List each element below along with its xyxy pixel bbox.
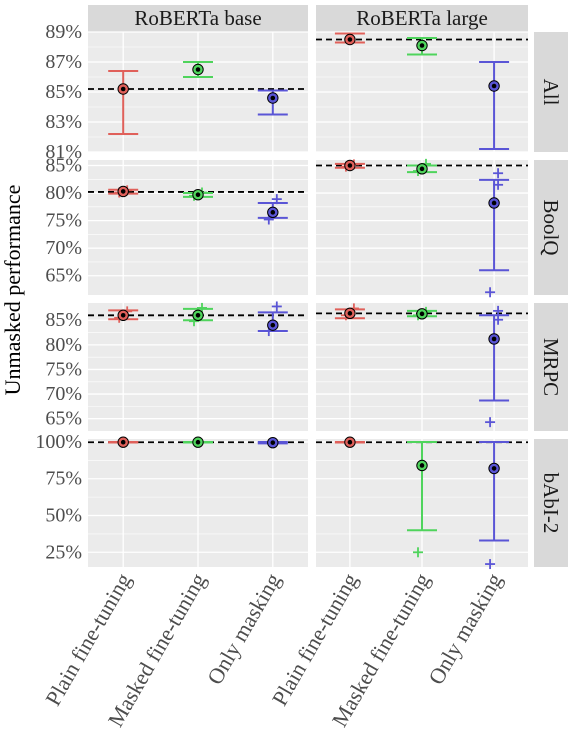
panel-mrpc-roberta-large bbox=[316, 303, 528, 431]
y-tick-label: 65% bbox=[45, 265, 82, 287]
y-tick-label: 87% bbox=[45, 51, 82, 73]
y-tick-label: 83% bbox=[45, 111, 82, 133]
strip-mrpc bbox=[534, 303, 568, 431]
errorbar-only-masking bbox=[479, 440, 510, 570]
y-tick-label: 75% bbox=[45, 468, 82, 490]
errorbar-masked-fine-tuning bbox=[407, 306, 437, 321]
mean-point-inner bbox=[120, 313, 126, 318]
mean-point-inner bbox=[419, 463, 425, 468]
y-tick-label: 85% bbox=[45, 81, 82, 103]
y-tick-label: 25% bbox=[45, 541, 82, 563]
strip-boolq bbox=[534, 160, 568, 295]
mean-point-inner bbox=[347, 163, 353, 168]
y-tick-label: 80% bbox=[45, 334, 82, 356]
errorbar-masked-fine-tuning bbox=[183, 302, 213, 327]
y-tick-label: 85% bbox=[45, 155, 82, 177]
y-tick-label: 75% bbox=[45, 210, 82, 232]
errorbar-plain-fine-tuning bbox=[108, 70, 139, 135]
errorbar-masked-fine-tuning bbox=[407, 158, 437, 177]
panel-all-roberta-base bbox=[88, 31, 308, 153]
y-tick-label: 80% bbox=[45, 182, 82, 204]
strip-label-mrpc: MRPC bbox=[539, 338, 563, 396]
errorbar-only-masking bbox=[257, 301, 288, 337]
panel-all-roberta-large bbox=[316, 31, 528, 153]
mean-point-inner bbox=[195, 67, 201, 72]
strip-label-babi-2: bAbI-2 bbox=[539, 473, 563, 534]
y-axis-title: Unmasked performance bbox=[0, 185, 25, 396]
errorbar-only-masking bbox=[257, 436, 288, 449]
errorbar-only-masking bbox=[479, 61, 510, 150]
errorbar-plain-fine-tuning bbox=[334, 32, 365, 46]
mean-point-inner bbox=[419, 311, 425, 317]
y-tick-label: 89% bbox=[45, 21, 82, 43]
strip-label-boolq: BoolQ bbox=[539, 199, 563, 255]
errorbar-only-masking bbox=[479, 168, 510, 298]
panel-mrpc-roberta-base bbox=[88, 301, 308, 431]
mean-point-inner bbox=[270, 95, 276, 101]
mean-point-inner bbox=[195, 192, 201, 198]
y-tick-label: 75% bbox=[45, 358, 82, 380]
errorbar-masked-fine-tuning bbox=[183, 61, 213, 78]
mean-point-inner bbox=[419, 43, 425, 48]
mean-point-inner bbox=[347, 439, 353, 445]
panel-babi-2-roberta-base bbox=[88, 436, 308, 567]
mean-point-inner bbox=[195, 313, 201, 318]
mean-point-inner bbox=[491, 200, 497, 206]
errorbar-plain-fine-tuning bbox=[108, 436, 139, 448]
mean-point-inner bbox=[270, 440, 276, 445]
mean-point-inner bbox=[347, 37, 353, 42]
x-tick-label-only-masking: Only masking bbox=[202, 569, 286, 689]
mean-point-inner bbox=[270, 322, 276, 328]
errorbar-plain-fine-tuning bbox=[108, 306, 139, 323]
y-tick-label: 100% bbox=[35, 431, 82, 453]
errorbar-plain-fine-tuning bbox=[334, 436, 365, 448]
strip-label-roberta-large: RoBERTa large bbox=[356, 6, 488, 30]
y-tick-label: 65% bbox=[45, 408, 82, 430]
errorbar-plain-fine-tuning bbox=[334, 303, 365, 321]
errorbar-masked-fine-tuning bbox=[407, 440, 437, 558]
mean-point-inner bbox=[491, 83, 497, 89]
strip-roberta-base bbox=[88, 5, 308, 32]
panel-boolq-roberta-large bbox=[316, 158, 528, 298]
y-tick-label: 85% bbox=[45, 309, 82, 331]
y-tick-label: 70% bbox=[45, 237, 82, 259]
errorbar-masked-fine-tuning bbox=[183, 436, 213, 448]
errorbar-only-masking bbox=[257, 89, 288, 116]
panel-boolq-roberta-base bbox=[88, 160, 308, 295]
mean-point-inner bbox=[347, 311, 353, 316]
y-tick-label: 70% bbox=[45, 383, 82, 405]
strip-label-all: All bbox=[539, 79, 563, 106]
strip-babi-2 bbox=[534, 439, 568, 567]
strip-label-roberta-base: RoBERTa base bbox=[134, 6, 261, 30]
mean-point-inner bbox=[491, 336, 497, 342]
mean-point-inner bbox=[120, 189, 126, 194]
mean-point-inner bbox=[120, 86, 126, 92]
mean-point-inner bbox=[120, 439, 126, 445]
y-tick-label: 81% bbox=[45, 141, 82, 163]
errorbar-masked-fine-tuning bbox=[183, 187, 213, 201]
y-tick-label: 50% bbox=[45, 505, 82, 527]
mean-point-inner bbox=[270, 210, 276, 215]
errorbar-masked-fine-tuning bbox=[407, 37, 437, 56]
mean-point-inner bbox=[419, 166, 425, 172]
errorbar-plain-fine-tuning bbox=[108, 185, 139, 198]
mean-point-inner bbox=[195, 439, 201, 445]
strip-all bbox=[534, 32, 568, 152]
errorbar-only-masking bbox=[479, 305, 510, 428]
panel-babi-2-roberta-large bbox=[316, 436, 528, 570]
x-tick-label-only-masking: Only masking bbox=[423, 569, 507, 689]
mean-point-inner bbox=[491, 466, 497, 471]
errorbar-plain-fine-tuning bbox=[334, 159, 365, 172]
errorbar-only-masking bbox=[257, 194, 288, 225]
strip-roberta-large bbox=[316, 5, 528, 32]
